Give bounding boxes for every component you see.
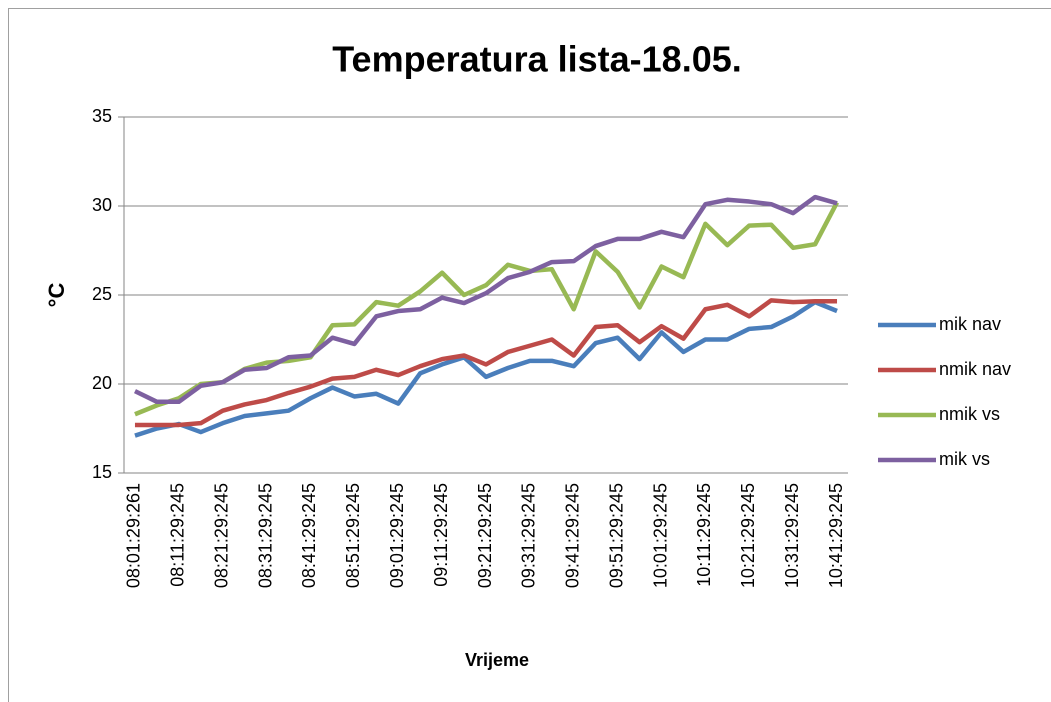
series-line	[134, 298, 838, 428]
series-line	[134, 201, 840, 417]
legend-label: mik nav	[939, 314, 1001, 334]
x-tick-label: 08:11:29:245	[168, 483, 188, 587]
x-tick-label: 08:51:29:245	[343, 483, 363, 588]
x-tick-label: 08:01:29:261	[124, 483, 144, 588]
x-tick-label: 10:41:29:245	[826, 483, 846, 588]
x-tick-label: 09:41:29:245	[563, 483, 583, 588]
x-tick-label: 09:11:29:245	[431, 483, 451, 587]
y-tick-label: 25	[92, 284, 112, 304]
series-line	[134, 299, 838, 438]
x-tick-label: 10:01:29:245	[650, 483, 670, 588]
series-line	[133, 194, 838, 405]
y-tick-label: 20	[92, 373, 112, 393]
x-tick-label: 08:31:29:245	[255, 483, 275, 588]
y-tick-label: 35	[92, 106, 112, 126]
x-tick-label: 08:21:29:245	[211, 483, 231, 588]
x-tick-label: 08:41:29:245	[299, 483, 319, 588]
x-tick-label: 09:21:29:245	[475, 483, 495, 588]
x-tick-label: 09:31:29:245	[519, 483, 539, 588]
chart-border	[8, 8, 1051, 702]
legend-label: nmik nav	[939, 359, 1011, 379]
x-tick-label: 10:21:29:245	[738, 483, 758, 588]
y-tick-label: 30	[92, 195, 112, 215]
legend-label: mik vs	[939, 449, 990, 469]
x-tick-label: 10:11:29:245	[694, 483, 714, 587]
legend-label: nmik vs	[939, 404, 1000, 424]
y-axis-label: °C	[44, 283, 69, 308]
x-tick-label: 09:01:29:245	[387, 483, 407, 588]
y-tick-label: 15	[92, 462, 112, 482]
x-axis-label: Vrijeme	[465, 650, 529, 670]
x-tick-label: 10:31:29:245	[782, 483, 802, 588]
chart-title: Temperatura lista-18.05.	[332, 39, 742, 80]
x-tick-label: 09:51:29:245	[606, 483, 626, 588]
